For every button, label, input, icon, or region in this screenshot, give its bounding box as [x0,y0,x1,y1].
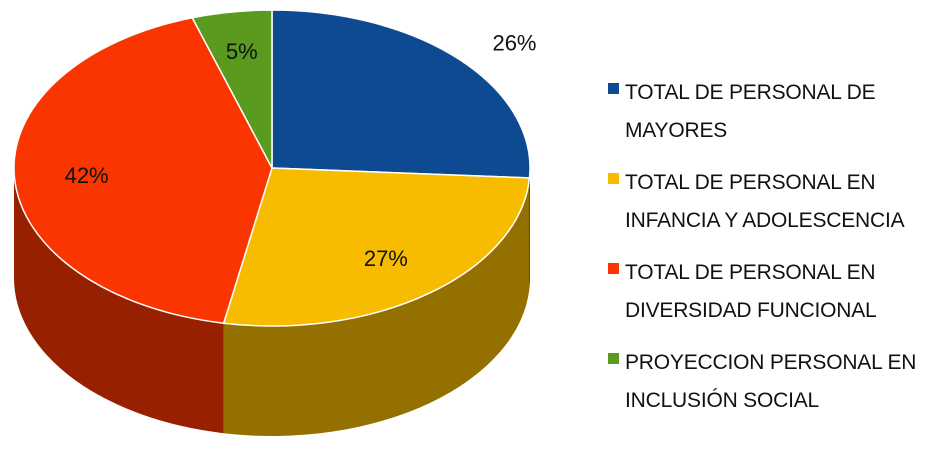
pie-slice [191,9,273,169]
data-label: 42% [65,163,109,188]
pie-slice [271,9,531,179]
legend: TOTAL DE PERSONAL DE MAYORES TOTAL DE PE… [608,74,918,434]
legend-label: TOTAL DE PERSONAL EN INFANCIA Y ADOLESCE… [625,171,905,232]
legend-item: TOTAL DE PERSONAL EN INFANCIA Y ADOLESCE… [608,164,918,240]
data-label-group: 26% 27% 42% 5% [65,30,537,270]
legend-swatch [608,83,619,94]
pie-slice [13,16,273,325]
data-label: 27% [364,246,408,271]
legend-label: TOTAL DE PERSONAL EN DIVERSIDAD FUNCIONA… [625,261,877,322]
legend-item: TOTAL DE PERSONAL EN DIVERSIDAD FUNCIONA… [608,254,918,330]
legend-label: PROYECCION PERSONAL EN INCLUSIÓN SOCIAL [625,351,917,412]
data-label: 5% [226,39,258,64]
pie-side-group [14,168,530,436]
pie-slice-side [223,177,530,436]
legend-swatch [608,353,619,364]
legend-swatch [608,263,619,274]
pie-slice-side [14,168,224,434]
pie-slice-side [529,168,530,288]
legend-swatch [608,173,619,184]
data-label: 26% [492,30,536,55]
legend-item: PROYECCION PERSONAL EN INCLUSIÓN SOCIAL [608,344,918,420]
legend-item: TOTAL DE PERSONAL DE MAYORES [608,74,918,150]
pie-slice [222,167,531,327]
legend-label: TOTAL DE PERSONAL DE MAYORES [625,81,876,142]
pie-top-group [13,9,531,327]
